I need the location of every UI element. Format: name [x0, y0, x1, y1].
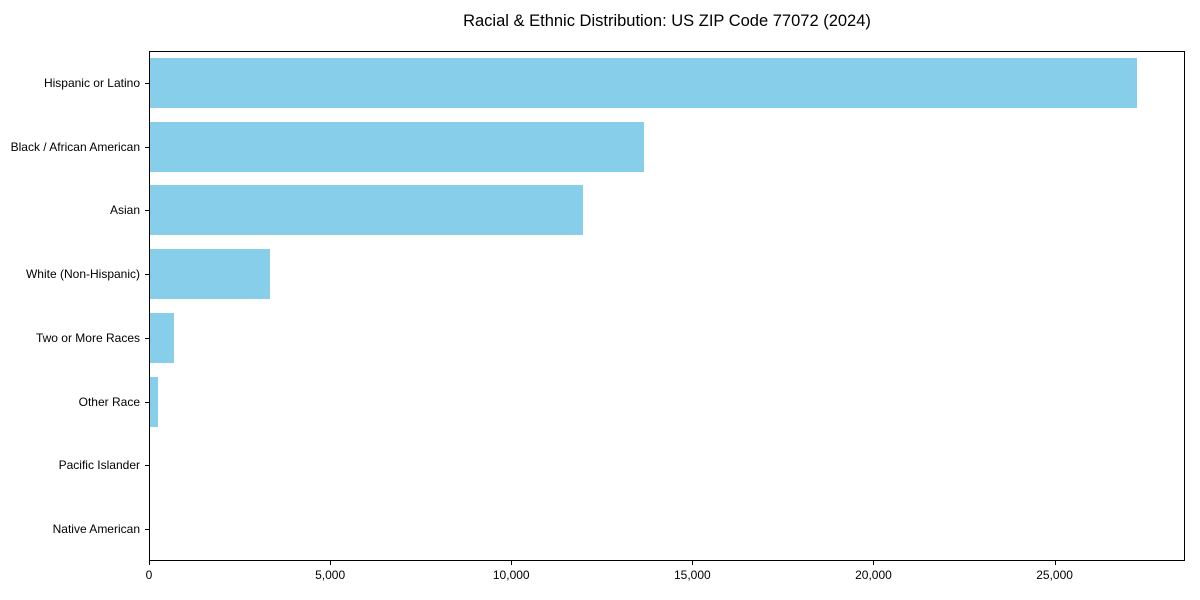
bar-two-or-more-races: [150, 313, 174, 363]
y-tick-label: Hispanic or Latino: [43, 75, 140, 90]
x-tick-label: 10,000: [492, 568, 530, 582]
y-tick-label: Two or More Races: [35, 330, 140, 345]
bar-black-african-american: [150, 122, 644, 172]
y-tick-label: Native American: [52, 522, 140, 537]
x-tick-mark: [511, 561, 512, 565]
x-tick-mark: [330, 561, 331, 565]
x-tick-label: 5,000: [315, 568, 346, 582]
x-tick-mark: [1055, 561, 1056, 565]
bar-asian: [150, 185, 583, 235]
y-tick-label: Asian: [109, 203, 140, 218]
bar-other-race: [150, 377, 158, 427]
y-tick-label: Pacific Islander: [58, 458, 140, 473]
x-tick-label: 25,000: [1036, 568, 1073, 582]
bar-hispanic-or-latino: [150, 58, 1137, 108]
y-tick-label: White (Non-Hispanic): [25, 267, 140, 282]
x-tick-mark: [149, 561, 150, 565]
x-tick-label: 15,000: [673, 568, 711, 582]
y-tick-mark: [145, 83, 149, 84]
y-tick-label: Other Race: [78, 394, 140, 409]
y-tick-mark: [145, 210, 149, 211]
y-tick-mark: [145, 338, 149, 339]
y-tick-mark: [145, 529, 149, 530]
x-tick-mark: [873, 561, 874, 565]
y-tick-mark: [145, 274, 149, 275]
chart-title: Racial & Ethnic Distribution: US ZIP Cod…: [463, 12, 871, 30]
y-tick-mark: [145, 147, 149, 148]
x-tick-mark: [692, 561, 693, 565]
y-tick-mark: [145, 465, 149, 466]
y-tick-mark: [145, 402, 149, 403]
x-tick-label: 0: [145, 568, 153, 582]
y-tick-label: Black / African American: [10, 139, 140, 154]
x-tick-label: 20,000: [855, 568, 892, 582]
bar-white-non-hispanic: [150, 249, 270, 299]
